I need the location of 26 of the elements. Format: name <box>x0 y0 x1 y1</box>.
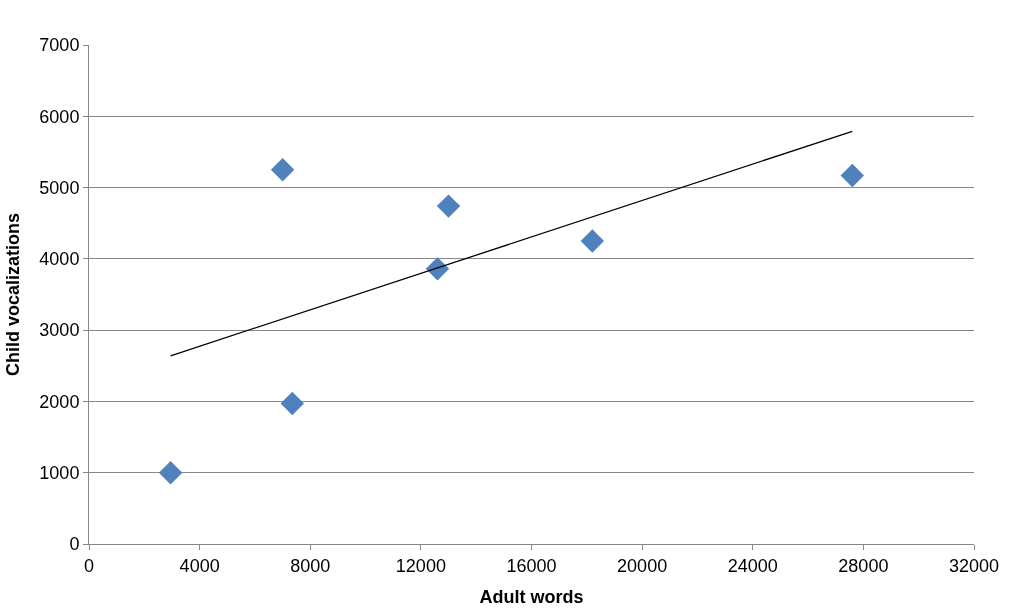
point <box>158 461 183 485</box>
y-tick-label: 7000 <box>39 35 80 56</box>
point <box>436 194 461 218</box>
x-tick-label: 8000 <box>290 555 331 576</box>
point <box>280 391 304 416</box>
y-axis-title: Child vocalizations <box>2 212 23 377</box>
y-tick-label: 5000 <box>39 177 80 198</box>
x-tick-label: 28000 <box>838 555 889 576</box>
x-tick-label: 4000 <box>179 555 220 576</box>
y-tick-label: 3000 <box>39 320 80 341</box>
y-tick-label: 4000 <box>39 249 80 270</box>
point <box>840 163 865 188</box>
x-tick-label: 16000 <box>506 555 557 576</box>
y-tick-label: 6000 <box>39 106 80 127</box>
x-tick-label: 12000 <box>395 555 446 576</box>
point <box>270 158 295 182</box>
point <box>425 257 450 281</box>
x-tick-label: 32000 <box>948 555 1000 576</box>
y-tick-label: 2000 <box>39 391 80 412</box>
y-tick-label: 1000 <box>39 463 80 484</box>
point <box>580 229 605 253</box>
y-tick-label: 0 <box>69 534 80 555</box>
x-axis-title: Adult words <box>479 586 584 607</box>
x-tick-label: 24000 <box>727 555 778 576</box>
x-tick-label: 20000 <box>617 555 668 576</box>
x-tick-label: 0 <box>83 555 95 576</box>
